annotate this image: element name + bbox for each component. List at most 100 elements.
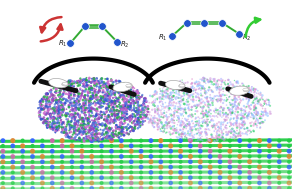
Point [110,114,115,117]
Point [158,109,163,112]
Point [51,129,55,132]
Point [258,92,263,95]
Point [253,109,258,112]
Point [237,176,242,179]
Point [44,112,49,115]
Point [188,171,193,174]
Point [51,126,55,129]
Point [241,112,246,115]
Point [138,121,143,124]
Point [46,119,50,122]
Point [64,112,69,115]
Point [47,108,52,111]
Point [100,138,105,141]
Point [82,96,87,99]
Point [134,90,139,93]
Point [143,98,148,101]
Point [156,107,161,110]
Point [92,139,96,142]
Point [93,80,97,83]
Point [246,117,250,120]
Point [198,127,203,130]
Point [81,84,86,88]
Point [103,112,108,115]
Point [105,106,110,109]
Point [209,119,214,122]
Point [230,88,235,91]
Point [219,105,223,108]
Point [179,107,184,110]
Point [92,96,97,99]
Point [81,102,86,105]
Point [71,128,76,131]
Point [109,166,114,169]
Point [86,79,91,82]
Point [180,137,185,140]
Point [70,176,74,179]
Point [116,112,120,115]
Point [85,111,90,114]
Point [255,126,259,129]
Point [69,135,73,138]
Point [254,88,258,91]
Point [70,104,74,107]
Point [120,133,124,136]
Point [109,104,113,107]
Point [129,115,133,118]
Point [158,92,162,95]
Point [157,100,162,103]
Point [75,113,80,116]
Point [159,121,164,124]
Point [247,176,252,179]
Point [211,126,216,129]
Point [92,122,96,125]
Point [113,117,117,120]
Point [111,100,116,103]
Point [138,124,143,127]
Point [125,106,129,109]
Point [119,105,124,108]
Point [244,131,249,134]
Point [126,95,131,98]
Point [185,92,190,95]
Point [83,114,88,117]
Point [62,131,67,134]
Point [229,83,234,86]
Point [112,116,117,119]
Point [60,114,65,117]
Point [114,113,119,116]
Point [47,96,52,99]
Point [180,79,185,82]
Point [192,105,197,108]
Point [118,88,123,91]
Point [260,111,265,114]
Point [104,127,109,130]
Point [50,160,55,163]
Point [223,118,228,121]
Point [182,117,187,120]
Point [158,100,162,103]
Point [70,82,75,85]
Point [186,105,191,108]
Point [40,171,45,174]
Point [111,136,116,139]
Point [168,87,173,90]
Point [194,129,199,132]
Point [126,84,131,87]
Point [50,122,55,125]
Point [121,114,125,117]
Point [81,124,86,127]
Point [84,135,88,138]
Point [67,105,71,108]
Point [69,90,73,93]
Point [218,94,223,98]
Point [103,123,108,126]
Point [103,136,107,139]
Point [231,83,235,86]
Point [175,123,180,126]
Point [187,90,192,93]
Point [122,120,127,123]
Point [115,118,119,121]
Point [163,84,167,87]
Point [257,117,262,120]
